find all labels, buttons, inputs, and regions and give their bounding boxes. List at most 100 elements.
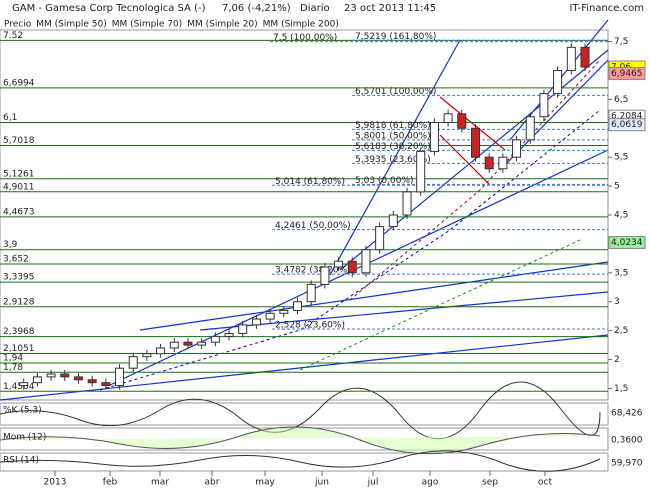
x-tick-label: may — [255, 478, 275, 488]
candle — [73, 376, 83, 381]
level-label: 6,1 — [3, 113, 17, 123]
price-tag-label: 4,0234 — [611, 238, 643, 248]
candle — [457, 113, 467, 129]
candle — [388, 214, 398, 228]
y-tick-label: 2 — [614, 355, 620, 365]
price-tag-label: 6,0619 — [611, 120, 643, 130]
candle — [183, 341, 193, 346]
y-tick-label: 1,5 — [614, 384, 628, 394]
candle — [347, 260, 357, 274]
level-label: 4,9011 — [3, 182, 35, 192]
price-tag — [608, 67, 646, 81]
fib-label: 5,014 (61,80%) — [275, 177, 345, 187]
channel — [439, 96, 506, 186]
level-label: 4,4673 — [3, 207, 35, 217]
x-tick-label: 2013 — [44, 478, 67, 488]
price-tag — [608, 118, 646, 132]
fib-label: 5,03 (0,00%) — [355, 176, 414, 186]
level-label: 5,7018 — [3, 136, 35, 146]
level-label: 3,9 — [3, 240, 18, 250]
price-tag-label: 6,2084 — [611, 112, 643, 122]
legend-entry: MM (Simple 70) — [112, 20, 182, 30]
y-tick-label: 3,5 — [614, 268, 628, 278]
candle — [46, 373, 56, 378]
legend-entry: Precio — [4, 20, 32, 30]
candle — [60, 373, 70, 378]
candle — [224, 333, 234, 337]
price-tag-label: 6,9465 — [611, 69, 643, 79]
candle — [169, 341, 179, 349]
level-label: 7.52 — [3, 31, 23, 41]
panel-name: Mom (12) — [3, 433, 46, 443]
level-label: 1,4504 — [3, 382, 35, 392]
candle — [238, 324, 248, 335]
y-tick-label: 2,5 — [614, 326, 628, 336]
y-tick-label: 7,5 — [614, 37, 628, 47]
candle — [293, 301, 302, 311]
panel-value: 68,426 — [611, 409, 643, 419]
x-tick-label: jun — [314, 478, 329, 488]
candle — [101, 382, 111, 387]
fib-label: 7,5219 (161,80%) — [355, 32, 436, 42]
y-tick-label: 6,5 — [614, 95, 628, 105]
candle — [265, 312, 275, 320]
candle — [279, 309, 289, 314]
candle — [416, 150, 426, 193]
x-tick-label: mar — [151, 478, 169, 488]
y-tick-label: 3 — [614, 297, 620, 307]
candle — [525, 116, 535, 141]
y-tick-label: 4,5 — [614, 211, 628, 221]
x-tick-label: ago — [422, 478, 439, 488]
candle — [361, 249, 371, 274]
x-tick-label: oct — [538, 478, 552, 488]
candle — [470, 127, 480, 158]
fib-label: 3,4782 (38,20%) — [275, 266, 351, 276]
candle — [156, 347, 166, 355]
level-label: 1,78 — [3, 363, 23, 373]
level-label: 3,652 — [3, 255, 29, 265]
fib-label: 5,8001 (50,00%) — [355, 131, 431, 141]
legend-entry: MM (Simple 20) — [187, 20, 257, 30]
x-tick-label: feb — [103, 478, 118, 488]
candle — [512, 139, 522, 158]
legend-entry: MM (Simple 50) — [36, 20, 106, 30]
indicator-panels — [0, 381, 609, 472]
candle — [142, 353, 152, 358]
title: GAM - Gamesa Corp Tecnologica SA (-) — [12, 3, 206, 14]
level-label: 2,1051 — [3, 344, 35, 354]
fib-label: 5,3935 (23,60%) — [355, 155, 431, 165]
candle — [539, 93, 549, 118]
candle — [334, 260, 344, 268]
candle — [320, 266, 330, 285]
x-tick-label: abr — [205, 478, 220, 488]
candle — [553, 69, 563, 95]
panel-value: 0,3600 — [611, 436, 643, 446]
candle — [87, 379, 97, 384]
level-label: 6,6994 — [3, 78, 35, 88]
candle — [443, 113, 453, 123]
panel-name: RSI (14) — [3, 456, 39, 466]
price-tag — [608, 236, 646, 250]
candle — [580, 46, 590, 68]
y-tick-label: 5 — [614, 182, 620, 192]
y-tick-label: 5,5 — [614, 153, 628, 163]
candle — [566, 46, 576, 71]
x-tick-label: sep — [482, 478, 498, 488]
legend-entry: MM (Simple 200) — [263, 20, 339, 30]
level-label: 3,3395 — [3, 273, 35, 283]
candle — [251, 318, 261, 326]
level-label: 5,1261 — [3, 169, 35, 179]
candle — [484, 156, 494, 170]
fib-label: 6,5701 (100,00%) — [355, 87, 436, 97]
candle — [210, 335, 220, 343]
moving-averages — [99, 59, 601, 391]
price: 7,06 (-4,21%) — [222, 3, 291, 14]
fib-label: 5,6183 (38,20%) — [355, 142, 431, 152]
candle — [306, 283, 316, 303]
panel-value: 59,970 — [611, 459, 643, 469]
candle — [197, 341, 207, 346]
fib-label: 7,5 (100,00%) — [273, 33, 337, 43]
brand: IT-Finance.com — [569, 3, 644, 14]
fib-label: 2,528 (23,60%) — [275, 321, 345, 331]
